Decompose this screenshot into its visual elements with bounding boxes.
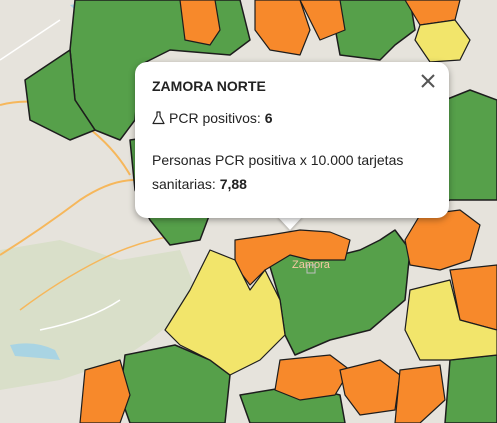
pcr-value: 6 xyxy=(264,110,273,126)
region-north-east-yellow[interactable] xyxy=(414,19,471,63)
rate-row: Personas PCR positiva x 10.000 tarjetas … xyxy=(152,148,431,196)
flask-icon xyxy=(152,111,165,125)
region-west-green[interactable] xyxy=(24,49,96,141)
pcr-label: PCR positivos: xyxy=(169,110,261,126)
region-south-orange-3[interactable] xyxy=(394,364,446,423)
region-north-orange-1[interactable] xyxy=(179,0,221,46)
popup-title: ZAMORA NORTE xyxy=(152,78,266,94)
close-button[interactable] xyxy=(417,70,439,92)
reservoir xyxy=(10,343,60,360)
region-south-west-yellow[interactable] xyxy=(164,249,286,376)
region-north-green[interactable] xyxy=(329,0,416,61)
region-south-west-orange[interactable] xyxy=(79,359,131,423)
popup-tip xyxy=(277,216,303,230)
region-south-orange-2[interactable] xyxy=(339,359,401,416)
rate-value: 7,88 xyxy=(219,176,247,192)
pcr-row: PCR positivos: 6 xyxy=(152,108,431,128)
region-south-orange-1[interactable] xyxy=(274,354,351,401)
region-south-east-yellow[interactable] xyxy=(404,279,497,361)
region-north-orange-3[interactable] xyxy=(299,0,346,41)
region-east-orange-2[interactable] xyxy=(449,264,497,331)
city-marker-icon xyxy=(306,264,316,274)
region-east-orange[interactable] xyxy=(404,209,481,271)
region-south-east-green[interactable] xyxy=(444,354,497,423)
close-icon[interactable] xyxy=(417,70,439,92)
info-popup: ZAMORA NORTE PCR positivos: 6 Personas P… xyxy=(135,62,449,218)
rate-label: Personas PCR positiva x 10.000 tarjetas … xyxy=(152,152,404,192)
region-north-orange-2[interactable] xyxy=(254,0,311,56)
